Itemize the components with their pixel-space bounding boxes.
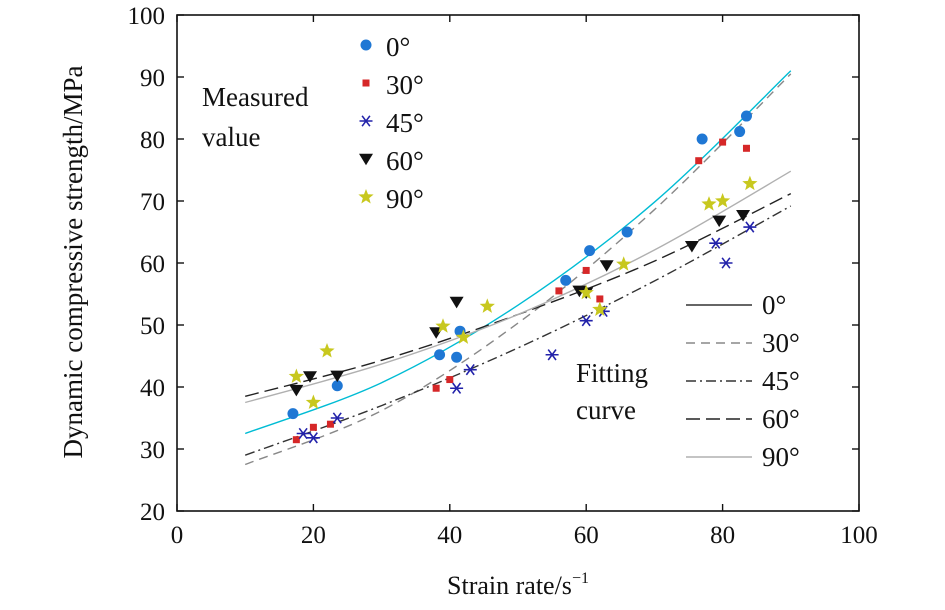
point-square bbox=[309, 423, 317, 431]
legend-fitting-title-2: curve bbox=[576, 395, 636, 425]
point-asterisk bbox=[296, 427, 310, 440]
point-circle bbox=[287, 408, 299, 420]
point-asterisk bbox=[709, 237, 723, 249]
point-circle bbox=[560, 274, 572, 286]
point-star bbox=[319, 343, 335, 358]
point-asterisk bbox=[306, 432, 320, 444]
fitting-curves bbox=[244, 70, 792, 466]
point-star bbox=[701, 196, 717, 211]
legend-fitting-title-1: Fitting bbox=[576, 358, 648, 388]
point-circle bbox=[434, 349, 446, 361]
point-triangle-down bbox=[330, 370, 345, 383]
legend-fitting-label: 60° bbox=[762, 404, 800, 434]
legend-fitting-label: 90° bbox=[762, 442, 800, 472]
point-asterisk bbox=[743, 221, 757, 233]
legend-marker-asterisk bbox=[359, 115, 373, 127]
legend-marker-triangle-down bbox=[359, 153, 373, 166]
legend-measured-label: 30° bbox=[386, 70, 424, 100]
y-tick-label: 80 bbox=[140, 127, 165, 154]
point-circle bbox=[584, 245, 596, 257]
y-tick-label: 30 bbox=[140, 437, 165, 464]
point-asterisk bbox=[463, 363, 477, 376]
legend-measured-title-1: Measured bbox=[202, 82, 309, 112]
point-star bbox=[592, 301, 608, 316]
x-tick-label: 80 bbox=[710, 522, 735, 549]
point-circle bbox=[696, 133, 708, 145]
point-square bbox=[326, 420, 334, 428]
legend-marker-circle bbox=[360, 39, 372, 51]
legend-marker-star bbox=[358, 189, 374, 204]
point-square bbox=[719, 138, 727, 146]
point-circle bbox=[451, 351, 463, 363]
legend-measured-label: 60° bbox=[386, 146, 424, 176]
y-tick-label: 90 bbox=[140, 65, 165, 92]
y-tick-label: 40 bbox=[140, 375, 165, 402]
y-tick-label: 70 bbox=[140, 189, 165, 216]
x-tick-label: 40 bbox=[437, 522, 462, 549]
y-tick-label: 50 bbox=[140, 313, 165, 340]
y-tick-label: 60 bbox=[140, 251, 165, 278]
point-star bbox=[305, 394, 321, 409]
fit-curve-star bbox=[245, 170, 792, 404]
point-star bbox=[616, 256, 632, 271]
point-star bbox=[715, 193, 731, 208]
point-asterisk bbox=[330, 412, 344, 424]
legend-fitting: Fitting curve 0° 30° 45° 60° 90° bbox=[576, 290, 800, 472]
point-star bbox=[288, 368, 304, 383]
point-triangle-down bbox=[684, 241, 699, 253]
point-circle bbox=[331, 380, 343, 392]
legend-measured-label: 90° bbox=[386, 184, 424, 214]
point-triangle-down bbox=[449, 296, 464, 309]
point-square bbox=[582, 266, 590, 274]
point-circle bbox=[734, 126, 746, 138]
x-tick-label: 60 bbox=[574, 522, 599, 549]
point-square bbox=[432, 384, 440, 392]
x-axis-label: Strain rate/s−1 bbox=[447, 570, 589, 600]
fit-curve-circle bbox=[244, 70, 792, 435]
point-circle bbox=[621, 226, 633, 238]
legend-measured-title-2: value bbox=[202, 122, 260, 152]
point-triangle-down bbox=[289, 384, 304, 397]
fit-curve-asterisk bbox=[244, 205, 792, 456]
point-asterisk bbox=[719, 257, 733, 269]
point-square bbox=[596, 295, 604, 303]
legend-marker-square bbox=[362, 79, 370, 87]
point-triangle-down bbox=[736, 210, 751, 222]
point-star bbox=[742, 175, 758, 191]
point-asterisk bbox=[545, 349, 559, 361]
point-square bbox=[742, 144, 750, 152]
point-square bbox=[446, 376, 454, 384]
point-circle bbox=[740, 110, 752, 122]
point-asterisk bbox=[579, 314, 593, 327]
point-triangle-down bbox=[712, 215, 727, 228]
x-tick-label: 100 bbox=[840, 522, 878, 549]
point-square bbox=[695, 157, 703, 165]
point-square bbox=[555, 287, 563, 295]
legend-measured-label: 45° bbox=[386, 108, 424, 138]
point-square bbox=[292, 436, 300, 444]
legend-measured: Measured value 0° 30° 45° 60° 90° bbox=[202, 32, 424, 214]
y-axis-label: Dynamic compressive strength/MPa bbox=[58, 66, 88, 459]
y-tick-label: 20 bbox=[140, 499, 165, 526]
point-triangle-down bbox=[599, 260, 614, 272]
legend-fitting-label: 0° bbox=[762, 290, 786, 320]
measured-points bbox=[287, 110, 758, 444]
point-star bbox=[578, 284, 594, 300]
fit-curve-triangle-down bbox=[245, 192, 792, 397]
legend-fitting-label: 45° bbox=[762, 366, 800, 396]
point-asterisk bbox=[450, 382, 464, 394]
point-star bbox=[455, 329, 471, 344]
x-tick-label: 20 bbox=[301, 522, 326, 549]
y-tick-label: 100 bbox=[128, 3, 166, 30]
legend-fitting-label: 30° bbox=[762, 328, 800, 358]
x-tick-label: 0 bbox=[171, 522, 184, 549]
point-star bbox=[435, 318, 451, 333]
fit-curve-square bbox=[244, 73, 792, 466]
legend-measured-label: 0° bbox=[386, 32, 410, 62]
point-star bbox=[479, 298, 495, 313]
point-triangle-down bbox=[302, 371, 317, 383]
